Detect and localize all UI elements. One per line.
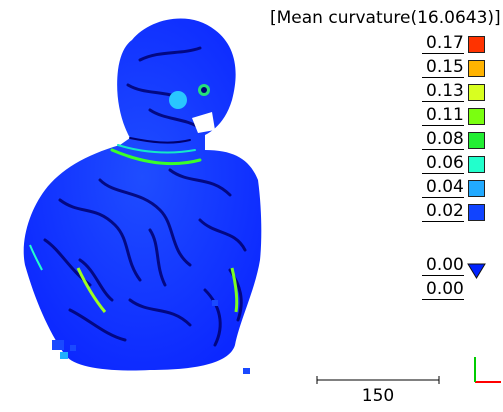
legend-title: [Mean curvature(16.0643)] [270, 8, 501, 28]
legend-row: 0.02 [422, 201, 502, 225]
legend-value: 0.02 [426, 201, 464, 221]
down-triangle-icon [467, 263, 486, 279]
eye-left [169, 91, 187, 109]
legend-value: 0.08 [426, 129, 464, 149]
color-legend: 0.17 0.15 0.13 0.11 0.08 0.06 [422, 33, 502, 303]
mouth-gap [192, 112, 215, 133]
legend-value: 0.17 [426, 33, 464, 53]
legend-row: 0.06 [422, 153, 502, 177]
legend-value: 0.04 [426, 177, 464, 197]
legend-row: 0.13 [422, 81, 502, 105]
axis-triad-icon [474, 357, 501, 383]
collar-highlights [110, 137, 202, 166]
legend-row: 0.08 [422, 129, 502, 153]
legend-row: 0.11 [422, 105, 502, 129]
scale-bar: 150 [316, 374, 440, 406]
scale-bar-label: 150 [361, 386, 395, 406]
legend-row: 0.00 [422, 255, 502, 279]
arm-highlight-right [230, 267, 239, 313]
legend-swatch [468, 108, 485, 125]
legend-value: 0.15 [426, 57, 464, 77]
arm-highlight-left [76, 267, 107, 313]
legend-swatch [468, 156, 485, 173]
legend-swatch [468, 132, 485, 149]
bust-silhouette [23, 18, 262, 371]
legend-row: 0.15 [422, 57, 502, 81]
legend-value: 0.00 [426, 279, 464, 299]
legend-value: 0.13 [426, 81, 464, 101]
legend-swatch [468, 60, 485, 77]
scan-fragments [52, 300, 250, 374]
legend-swatch [468, 180, 485, 197]
legend-row: 0.17 [422, 33, 502, 57]
legend-swatch [468, 36, 485, 53]
legend-row: 0.04 [422, 177, 502, 201]
legend-value: 0.06 [426, 153, 464, 173]
legend-swatch [468, 84, 485, 101]
legend-value: 0.11 [426, 105, 464, 125]
legend-swatch [468, 204, 485, 221]
legend-row: 0.00 [422, 279, 502, 303]
legend-value: 0.00 [426, 255, 464, 275]
